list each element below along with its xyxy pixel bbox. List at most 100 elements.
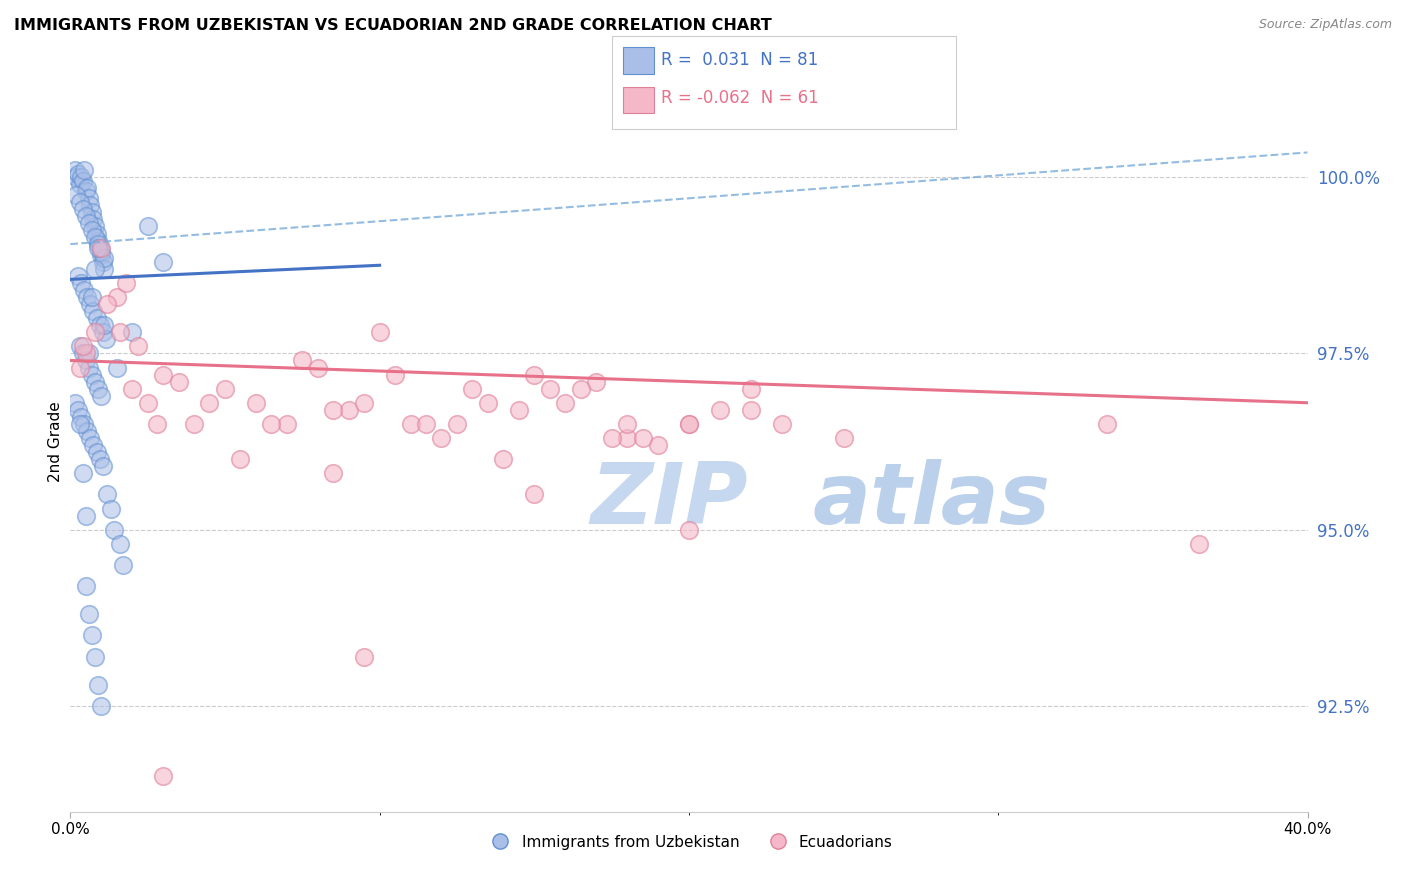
Point [91,459,114,474]
Point [832,431,855,445]
Point [90,248,112,262]
Point [75,346,97,360]
Point [82,212,105,227]
Point [63,396,86,410]
Point [77,191,100,205]
Point [80,223,103,237]
Point [79,297,101,311]
Point [214,382,236,396]
Text: R =  0.031  N = 81: R = 0.031 N = 81 [661,51,818,69]
Point [146,417,169,431]
Text: IMMIGRANTS FROM UZBEKISTAN VS ECUADORIAN 2ND GRADE CORRELATION CHART: IMMIGRANTS FROM UZBEKISTAN VS ECUADORIAN… [14,18,772,33]
Point [678,417,700,431]
Point [69,177,91,191]
Point [183,417,205,431]
Point [111,558,134,572]
Point [69,339,91,353]
Point [108,537,131,551]
Point [353,396,375,410]
Point [86,311,108,326]
Point [136,396,159,410]
Point [105,360,128,375]
Point [84,261,107,276]
Point [87,678,110,692]
Point [70,409,93,424]
Point [91,254,114,268]
Point [77,346,100,360]
Point [415,417,437,431]
Point [67,167,90,181]
Point [77,216,100,230]
Point [87,237,110,252]
Point [740,402,762,417]
Point [136,219,159,234]
Point [77,607,100,622]
Text: ZIP: ZIP [591,459,748,542]
Point [538,382,561,396]
Point [73,417,96,431]
Point [76,424,98,438]
Point [307,360,329,375]
Point [67,268,90,283]
Point [80,290,103,304]
Point [709,402,731,417]
Text: R = -0.062  N = 61: R = -0.062 N = 61 [661,89,818,107]
Point [77,360,100,375]
Point [72,467,94,481]
Point [115,276,138,290]
Point [337,402,360,417]
Point [770,417,793,431]
Point [93,261,115,276]
Point [89,318,111,333]
Point [96,487,118,501]
Point [245,396,267,410]
Point [446,417,468,431]
Point [84,219,107,234]
Point [70,170,93,185]
Point [84,230,107,244]
Point [461,382,484,396]
Point [1095,417,1118,431]
Point [75,508,97,523]
Point [678,523,700,537]
Point [72,339,94,353]
Point [87,241,110,255]
Point [229,452,252,467]
Point [79,198,101,212]
Point [368,325,391,339]
Point [80,205,103,219]
Point [523,368,546,382]
Point [73,163,96,178]
Point [276,417,298,431]
Point [353,649,375,664]
Point [430,431,453,445]
Point [69,417,91,431]
Point [72,346,94,360]
Point [63,163,86,178]
Point [152,254,174,268]
Point [121,325,143,339]
Point [127,339,149,353]
Point [89,452,111,467]
Point [73,283,96,297]
Point [384,368,406,382]
Point [75,579,97,593]
Point [198,396,221,410]
Point [93,251,115,265]
Point [89,241,111,255]
Point [75,353,97,368]
Point [1188,537,1211,551]
Legend: Immigrants from Uzbekistan, Ecuadorians: Immigrants from Uzbekistan, Ecuadorians [479,829,898,856]
Point [508,402,530,417]
Point [65,170,87,185]
Point [82,438,105,452]
Point [260,417,283,431]
Point [616,431,638,445]
Point [76,180,98,194]
Point [523,487,546,501]
Point [554,396,576,410]
Text: Source: ZipAtlas.com: Source: ZipAtlas.com [1258,18,1392,31]
Point [322,467,344,481]
Point [291,353,314,368]
Point [84,325,107,339]
